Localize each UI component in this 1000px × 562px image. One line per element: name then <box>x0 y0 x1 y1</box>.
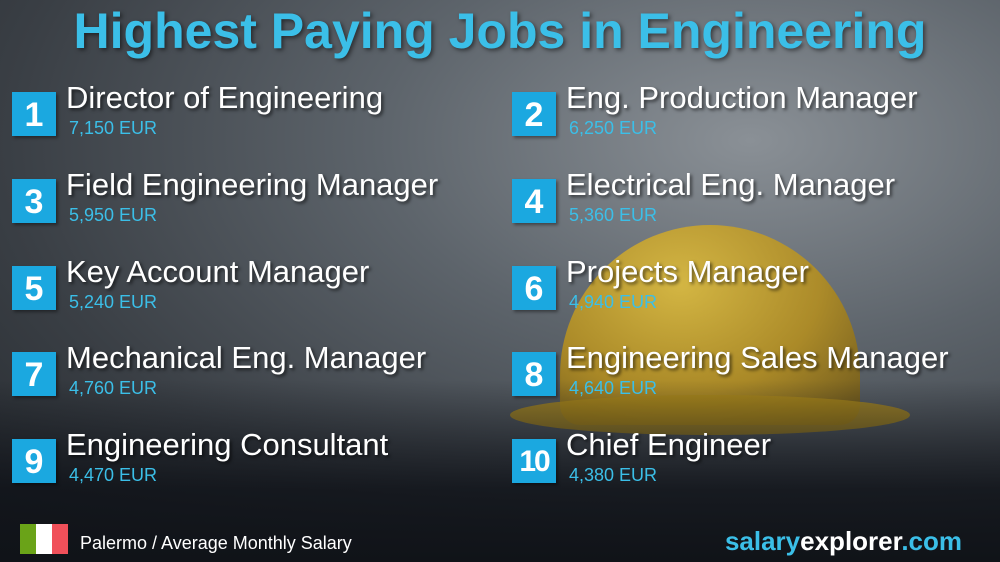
job-title: Eng. Production Manager <box>566 80 918 115</box>
job-item: 3 Field Engineering Manager 5,950 EUR <box>12 167 492 245</box>
footer: Palermo / Average Monthly Salary salarye… <box>0 520 1000 562</box>
job-title: Chief Engineer <box>566 427 772 462</box>
job-salary: 4,640 EUR <box>569 378 658 398</box>
job-title: Key Account Manager <box>66 254 370 289</box>
page-title: Highest Paying Jobs in Engineering <box>73 3 927 59</box>
rank-badge: 5 <box>12 266 56 310</box>
job-item: 2 Eng. Production Manager 6,250 EUR <box>512 80 992 158</box>
rank-badge: 7 <box>12 352 56 396</box>
job-salary: 4,470 EUR <box>69 465 158 485</box>
job-salary: 4,380 EUR <box>569 465 658 485</box>
rank-badge: 10 <box>512 439 556 483</box>
job-title: Field Engineering Manager <box>66 167 439 202</box>
rank-badge: 1 <box>12 92 56 136</box>
job-title: Engineering Sales Manager <box>566 340 949 375</box>
job-item: 8 Engineering Sales Manager 4,640 EUR <box>512 340 992 418</box>
brand-logo[interactable]: salaryexplorer.com <box>725 526 962 557</box>
job-salary: 7,150 EUR <box>69 118 158 138</box>
job-item: 10 Chief Engineer 4,380 EUR <box>512 427 992 505</box>
job-title: Projects Manager <box>566 254 809 289</box>
job-salary: 4,760 EUR <box>69 378 158 398</box>
job-salary: 4,940 EUR <box>569 292 658 312</box>
job-title: Director of Engineering <box>66 80 384 115</box>
job-title: Electrical Eng. Manager <box>566 167 896 202</box>
rank-badge: 9 <box>12 439 56 483</box>
job-salary: 5,950 EUR <box>69 205 158 225</box>
rank-badge: 6 <box>512 266 556 310</box>
job-salary: 5,240 EUR <box>69 292 158 312</box>
job-title: Mechanical Eng. Manager <box>66 340 427 375</box>
rank-badge: 2 <box>512 92 556 136</box>
rank-badge: 4 <box>512 179 556 223</box>
job-item: 4 Electrical Eng. Manager 5,360 EUR <box>512 167 992 245</box>
job-item: 1 Director of Engineering 7,150 EUR <box>12 80 492 158</box>
brand-part-2: explorer <box>800 526 902 556</box>
rank-badge: 3 <box>12 179 56 223</box>
italy-flag-icon <box>20 524 68 554</box>
job-item: 6 Projects Manager 4,940 EUR <box>512 254 992 332</box>
background-shade <box>0 380 1000 562</box>
job-item: 9 Engineering Consultant 4,470 EUR <box>12 427 492 505</box>
brand-part-3: .com <box>901 526 962 556</box>
job-salary: 6,250 EUR <box>569 118 658 138</box>
brand-part-1: salary <box>724 526 801 556</box>
job-salary: 5,360 EUR <box>569 205 658 225</box>
rank-badge: 8 <box>512 352 556 396</box>
location-label: Palermo / Average Monthly Salary <box>80 533 352 553</box>
job-title: Engineering Consultant <box>66 427 389 462</box>
job-item: 5 Key Account Manager 5,240 EUR <box>12 254 492 332</box>
job-item: 7 Mechanical Eng. Manager 4,760 EUR <box>12 340 492 418</box>
